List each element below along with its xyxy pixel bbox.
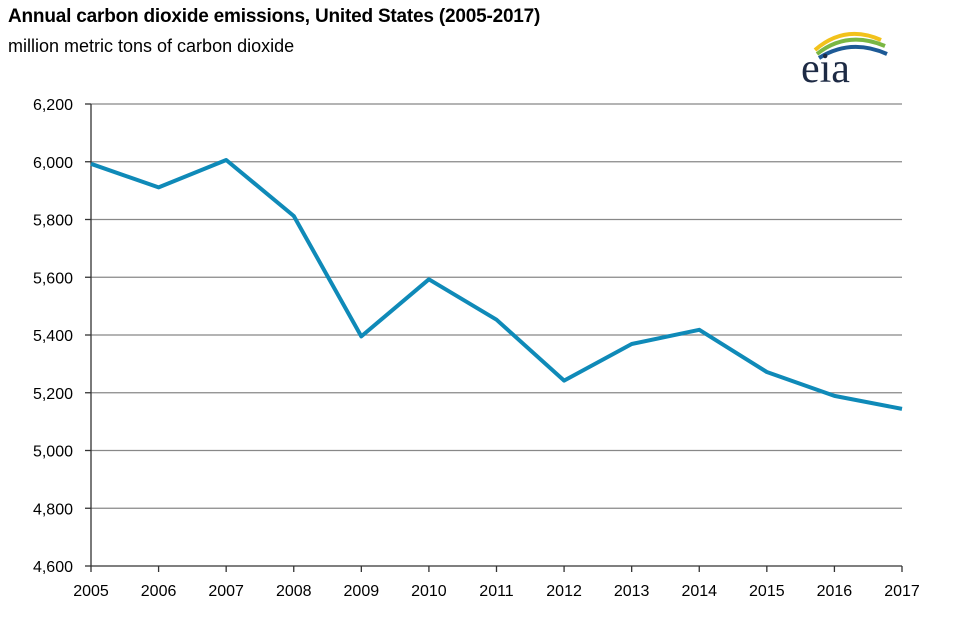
logo-blue-arc [817, 44, 888, 60]
axes [85, 103, 903, 572]
x-tick-label: 2006 [141, 583, 177, 600]
logo-green-arc [815, 37, 886, 56]
x-tick-label: 2015 [749, 583, 785, 600]
y-tick-label: 6,000 [33, 155, 73, 172]
logo-yellow-arc [813, 32, 882, 52]
x-tick-label: 2014 [681, 583, 717, 600]
y-tick-label: 5,400 [33, 328, 73, 345]
y-tick-label: 4,800 [33, 501, 73, 518]
y-tick-label: 5,000 [33, 444, 73, 461]
x-tick-label: 2017 [884, 583, 920, 600]
series-line [90, 158, 903, 411]
logo-text: eia [801, 46, 850, 90]
x-tick-label: 2010 [411, 583, 447, 600]
y-tick-label: 5,600 [33, 270, 73, 287]
x-tick-label: 2011 [479, 583, 514, 600]
x-tick-label: 2005 [73, 583, 109, 600]
x-tick-label: 2008 [276, 583, 312, 600]
x-tick-label: 2007 [208, 583, 244, 600]
x-tick-label: 2013 [614, 583, 650, 600]
x-tick-labels: 2005 2006 2007 2008 2009 2010 2011 2012 2013 2014… [73, 583, 920, 600]
y-tick-label: 5,200 [33, 386, 73, 403]
y-tick-label: 5,800 [33, 213, 73, 230]
chart-title: Annual carbon dioxide emissions, United … [8, 6, 541, 27]
chart-subtitle: million metric tons of carbon dioxide [8, 36, 295, 56]
x-tick-label: 2016 [817, 583, 853, 600]
y-tick-label: 6,200 [33, 97, 73, 114]
x-tick-label: 2012 [546, 583, 582, 600]
y-tick-label: 4,600 [33, 559, 73, 576]
eia-logo: eia [801, 32, 888, 90]
gridlines [91, 103, 902, 509]
data-series [90, 158, 903, 411]
y-tick-labels: 4,600 4,800 5,000 5,200 5,400 5,600 5,800 6,000… [33, 97, 73, 576]
x-tick-label: 2009 [344, 583, 380, 600]
